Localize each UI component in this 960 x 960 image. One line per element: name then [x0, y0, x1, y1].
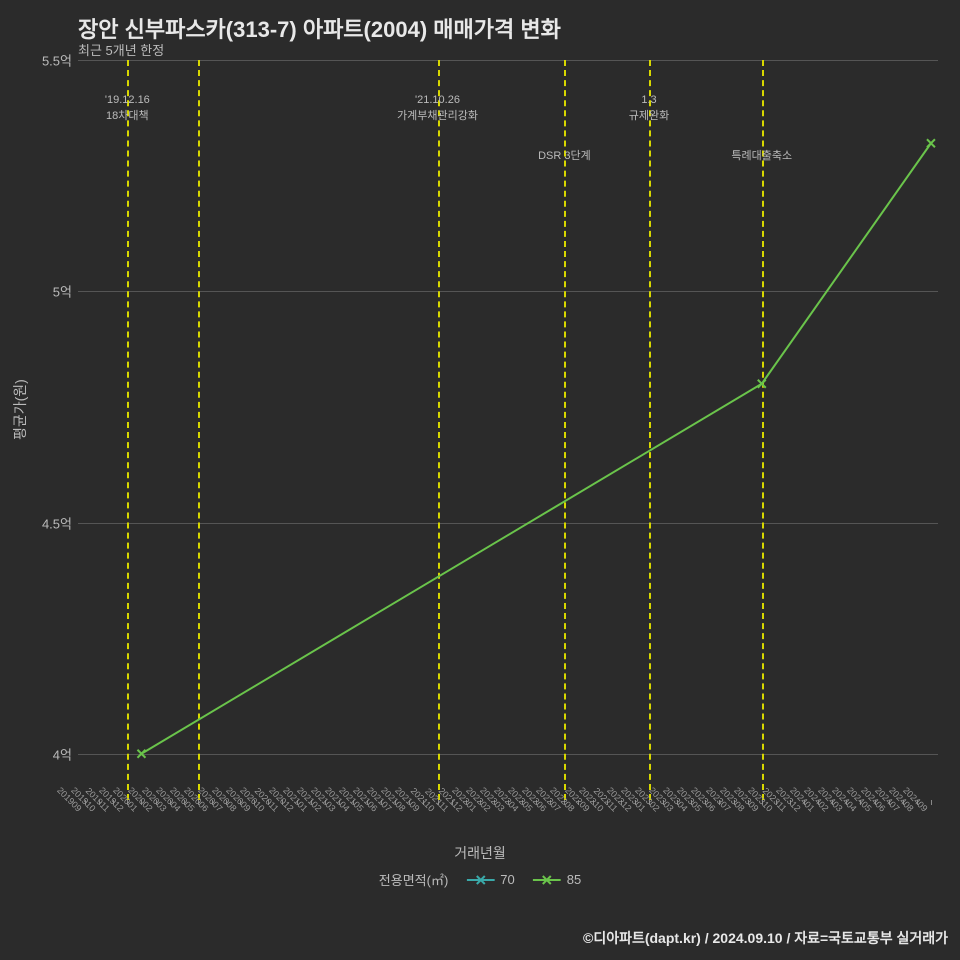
x-tick-label: 202108: [401, 806, 408, 813]
x-tick-label: 202205: [528, 806, 535, 813]
legend-marker-icon: [466, 873, 494, 887]
x-tick-label: 202408: [908, 806, 915, 813]
x-tick-label: 202309: [753, 806, 760, 813]
legend-marker-icon: [533, 873, 561, 887]
line-chart-svg: [78, 60, 938, 800]
x-tick-label: 202303: [669, 806, 676, 813]
chart-subtitle: 최근 5개년 한정: [78, 40, 164, 59]
x-tick-label: 202402: [824, 806, 831, 813]
x-tick-label: 202307: [725, 806, 732, 813]
x-tick-label: 202011: [274, 806, 281, 813]
data-point-marker: [758, 380, 766, 388]
series-line: [141, 143, 931, 754]
x-tick-label: 202407: [894, 806, 901, 813]
x-tick-label: 201910: [91, 806, 98, 813]
data-point-marker: [927, 139, 935, 147]
x-tick-label: 202006: [203, 806, 210, 813]
x-tick-label: 202211: [612, 806, 619, 813]
x-tick-label: 202004: [175, 806, 182, 813]
x-tick-label: 201912: [119, 806, 126, 813]
x-tick-label: 202109: [415, 806, 422, 813]
legend-label: 85: [567, 872, 581, 887]
x-tick-label: 201909: [77, 806, 84, 813]
x-tick-label: 202112: [457, 806, 464, 813]
x-tick-label: 202208: [570, 806, 577, 813]
footer-credit: ©디아파트(dapt.kr) / 2024.09.10 / 자료=국토교통부 실…: [583, 928, 948, 948]
x-tick-label: 202005: [189, 806, 196, 813]
x-tick-label: 202310: [767, 806, 774, 813]
x-tick-label: 201911: [105, 806, 112, 813]
x-tick-label: 202301: [640, 806, 647, 813]
x-tick-label: 202002: [147, 806, 154, 813]
x-tick-label: 202409: [922, 806, 929, 813]
legend-label: 70: [500, 872, 514, 887]
x-tick-label: 202110: [429, 806, 436, 813]
y-axis-label: 평균가(원): [10, 379, 30, 440]
legend-title: 전용면적(㎡): [379, 870, 449, 889]
x-tick-label: 202102: [316, 806, 323, 813]
x-tick-label: 202001: [133, 806, 140, 813]
x-tick-label: 202406: [880, 806, 887, 813]
x-tick-label: 202210: [598, 806, 605, 813]
x-tick-label: 202404: [852, 806, 859, 813]
legend: 전용면적(㎡) 70 85: [379, 870, 581, 889]
x-tick-label: 202305: [697, 806, 704, 813]
x-tick-label: 202405: [866, 806, 873, 813]
x-tick-label: 202009: [246, 806, 253, 813]
legend-item: 70: [466, 872, 514, 887]
x-tick-label: 202201: [471, 806, 478, 813]
y-tick-label: 5.5억: [42, 51, 72, 70]
x-tick-label: 202103: [330, 806, 337, 813]
x-tick-label: 202101: [302, 806, 309, 813]
x-tick-label: 202106: [373, 806, 380, 813]
x-tick-label: 202203: [499, 806, 506, 813]
x-tick-label: 202403: [838, 806, 845, 813]
x-tick-label: 202204: [514, 806, 521, 813]
x-tick-label: 202302: [655, 806, 662, 813]
y-tick-label: 4억: [53, 744, 72, 763]
x-tick-mark: [931, 800, 932, 805]
x-tick-label: 202207: [556, 806, 563, 813]
x-tick-label: 202008: [232, 806, 239, 813]
x-tick-label: 202202: [485, 806, 492, 813]
x-tick-label: 202206: [542, 806, 549, 813]
x-tick-label: 202007: [217, 806, 224, 813]
x-tick-label: 202012: [288, 806, 295, 813]
x-tick-label: 202306: [711, 806, 718, 813]
x-tick-label: 202311: [781, 806, 788, 813]
x-axis-label: 거래년월: [454, 843, 506, 863]
x-tick-label: 202105: [358, 806, 365, 813]
x-tick-label: 202304: [683, 806, 690, 813]
x-tick-label: 202010: [260, 806, 267, 813]
x-tick-label: 202104: [344, 806, 351, 813]
x-tick-label: 202312: [796, 806, 803, 813]
x-tick-label: 202401: [810, 806, 817, 813]
data-point-marker: [137, 750, 145, 758]
x-tick-label: 202107: [387, 806, 394, 813]
y-tick-label: 5억: [53, 282, 72, 301]
y-tick-label: 4.5억: [42, 513, 72, 532]
x-tick-label: 202111: [443, 806, 450, 813]
x-tick-label: 202212: [626, 806, 633, 813]
x-tick-label: 202003: [161, 806, 168, 813]
x-tick-label: 202209: [584, 806, 591, 813]
x-tick-label: 202308: [739, 806, 746, 813]
legend-item: 85: [533, 872, 581, 887]
